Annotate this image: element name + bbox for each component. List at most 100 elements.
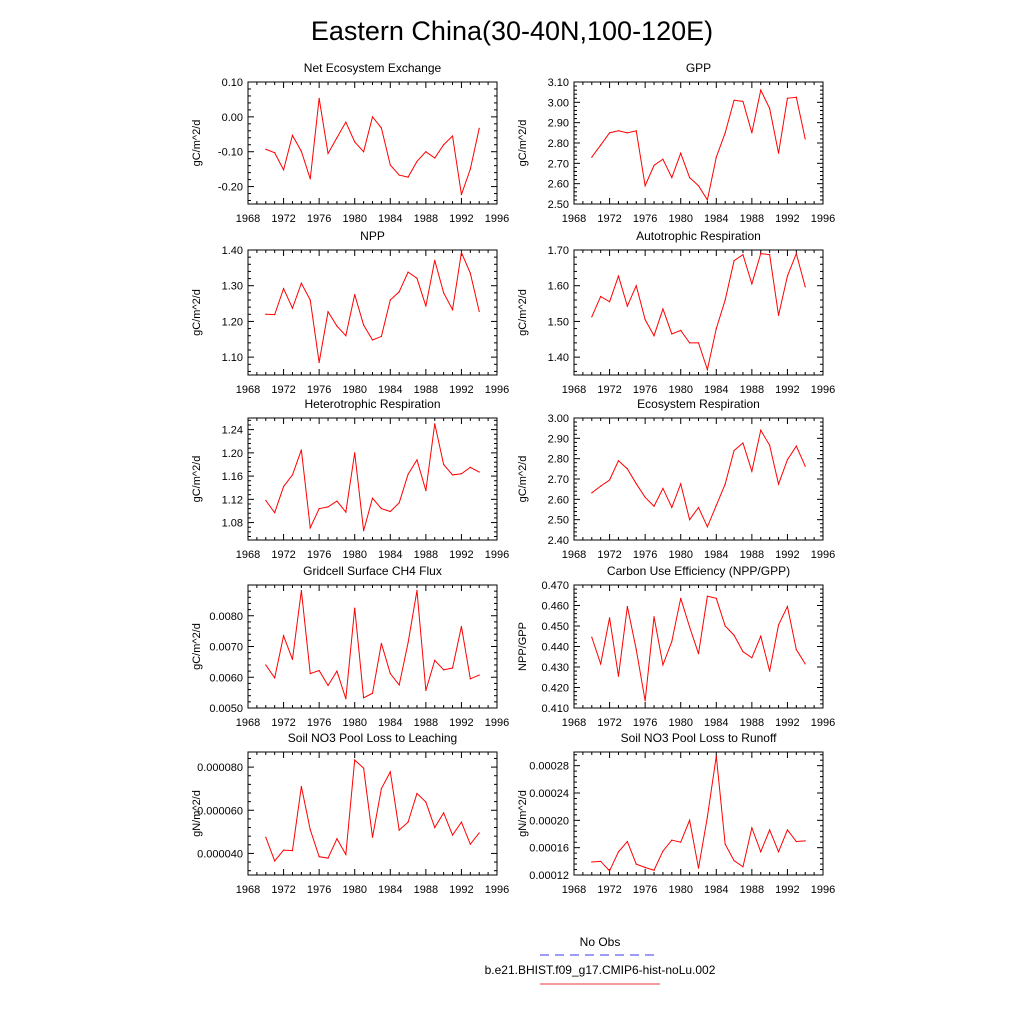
panel-title: Carbon Use Efficiency (NPP/GPP) (607, 564, 790, 578)
x-tick-label: 1976 (307, 384, 331, 396)
data-point (617, 460, 620, 462)
data-point (715, 156, 717, 158)
data-point (608, 870, 611, 872)
y-tick-label: 0.430 (541, 662, 569, 674)
x-tick-label: 1984 (378, 549, 402, 561)
y-tick-label: 0.0050 (209, 703, 243, 715)
data-point (318, 508, 320, 510)
data-point (644, 185, 646, 187)
panel-title: Ecosystem Respiration (637, 397, 760, 411)
data-point (354, 141, 356, 143)
data-point (354, 294, 356, 296)
data-point (345, 121, 347, 123)
y-tick-label: 3.00 (548, 413, 569, 425)
series-line (591, 756, 806, 872)
series-line (265, 758, 480, 862)
y-tick-label: 3.00 (548, 97, 569, 109)
x-tick-label: 1996 (811, 549, 835, 561)
data-point (626, 605, 628, 608)
data-point (662, 158, 664, 160)
x-tick-label: 1988 (740, 213, 764, 225)
data-point (274, 860, 276, 862)
x-tick-label: 1980 (342, 717, 366, 729)
legend: No Obs b.e21.BHIST.f09_g17.CMIP6-hist-noL… (485, 935, 716, 985)
x-tick-label: 1972 (271, 213, 295, 225)
y-tick-label: 2.60 (548, 179, 569, 191)
data-point (389, 164, 391, 166)
panel-autotrophic-respiration: Autotrophic Respiration gC/m^2/d 1968 1972 1… (517, 229, 835, 396)
x-tick-label: 1992 (449, 213, 473, 225)
data-point (327, 311, 329, 313)
data-point (591, 316, 593, 318)
y-tick-label: 2.90 (548, 433, 569, 445)
y-tick-label: 2.50 (548, 515, 569, 527)
plot-frame (573, 584, 824, 709)
data-point (733, 449, 735, 452)
data-point (291, 307, 294, 309)
data-point (407, 271, 409, 273)
y-tick-label: 1.20 (222, 448, 243, 460)
x-tick-label: 1980 (668, 549, 692, 561)
data-point (795, 96, 797, 98)
data-point (416, 160, 418, 163)
y-tick-label: 2.80 (548, 454, 569, 466)
data-point (644, 866, 646, 869)
data-point (742, 254, 744, 256)
panel-title: GPP (686, 61, 711, 75)
panel-npp: NPP gC/m^2/d 1968 1972 1976 1980 1984 1988 1992 1… (191, 229, 509, 396)
data-point (363, 151, 365, 153)
y-tick-label: 0.00028 (529, 761, 569, 773)
x-tick-label: 1996 (811, 384, 835, 396)
x-tick-label: 1968 (236, 884, 260, 896)
data-point (398, 684, 400, 686)
y-tick-label: 1.24 (222, 425, 243, 437)
data-point (354, 759, 356, 761)
data-point (617, 275, 620, 277)
y-axis-label: gN/m^2/d (517, 790, 529, 837)
data-point (733, 860, 735, 862)
data-point (460, 473, 463, 475)
y-tick-label: 0.000080 (197, 762, 243, 774)
data-point (451, 135, 454, 137)
x-tick-label: 1992 (775, 549, 799, 561)
data-point (363, 324, 365, 326)
y-tick-label: 0.00012 (529, 870, 569, 882)
data-point (371, 116, 374, 118)
data-point (680, 483, 682, 485)
x-tick-label: 1992 (775, 213, 799, 225)
y-tick-label: 0.0080 (209, 611, 243, 623)
data-point (760, 635, 762, 637)
data-point (282, 287, 285, 290)
y-tick-label: 0.450 (541, 621, 569, 633)
x-tick-label: 1968 (562, 213, 586, 225)
data-point (309, 829, 311, 831)
data-point (478, 310, 480, 313)
x-tick-label: 1984 (378, 213, 402, 225)
data-point (777, 152, 780, 154)
data-point (724, 843, 726, 845)
y-tick-label: 1.10 (222, 352, 243, 364)
panel-heterotrophic-respiration: Heterotrophic Respiration gC/m^2/d 1968 197… (191, 397, 509, 561)
data-point (291, 850, 294, 852)
x-tick-label: 1972 (271, 884, 295, 896)
data-point (371, 339, 374, 341)
plot-frame (573, 751, 824, 876)
data-point (318, 669, 320, 672)
data-point (715, 597, 717, 599)
data-point (751, 827, 753, 829)
data-point (443, 292, 445, 294)
data-point (265, 664, 267, 666)
data-point (671, 506, 673, 509)
data-point (380, 127, 382, 129)
data-point (274, 314, 276, 316)
data-point (689, 176, 691, 179)
data-point (786, 459, 789, 461)
data-point (336, 670, 338, 672)
data-point (626, 305, 628, 307)
data-point (460, 625, 463, 628)
x-tick-label: 1972 (271, 717, 295, 729)
x-tick-label: 1984 (704, 717, 728, 729)
panel-title: Heterotrophic Respiration (304, 397, 440, 411)
x-tick-label: 1988 (740, 384, 764, 396)
panel-title: Soil NO3 Pool Loss to Runoff (621, 731, 778, 745)
